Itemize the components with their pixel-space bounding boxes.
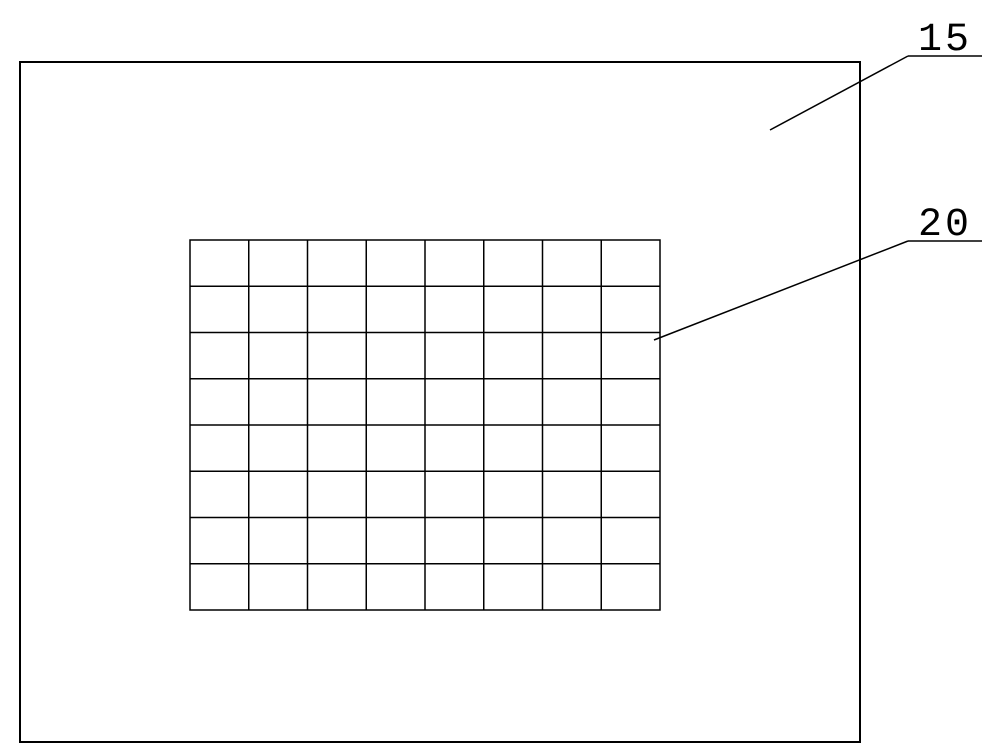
- label-15: 15: [918, 18, 972, 63]
- label-20: 20: [918, 203, 972, 248]
- diagram-canvas: 1520: [0, 0, 1000, 752]
- background: [0, 0, 1000, 752]
